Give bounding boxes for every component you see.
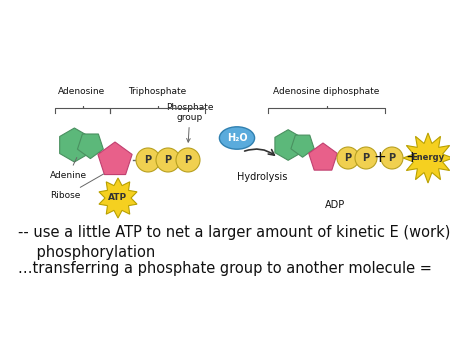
Text: P: P — [344, 153, 351, 163]
Polygon shape — [77, 134, 104, 159]
Text: +: + — [374, 150, 387, 166]
Text: P: P — [184, 155, 192, 165]
Text: P: P — [164, 155, 171, 165]
Text: ATP: ATP — [108, 193, 127, 202]
Text: Energy: Energy — [411, 153, 445, 163]
Polygon shape — [309, 143, 337, 170]
Text: Ribose: Ribose — [50, 174, 104, 200]
Circle shape — [381, 147, 403, 169]
Polygon shape — [99, 178, 137, 218]
Polygon shape — [291, 135, 314, 157]
Text: -- use a little ATP to net a larger amount of kinetic E (work): -- use a little ATP to net a larger amou… — [18, 224, 450, 240]
Text: Triphosphate: Triphosphate — [128, 87, 186, 96]
Text: P: P — [144, 155, 152, 165]
Polygon shape — [98, 142, 132, 174]
Polygon shape — [403, 133, 450, 183]
Text: P: P — [362, 153, 369, 163]
Text: phosphorylation: phosphorylation — [18, 244, 155, 260]
Text: Adenine: Adenine — [50, 158, 87, 179]
Text: …transferring a phosphate group to another molecule =: …transferring a phosphate group to anoth… — [18, 261, 432, 275]
Text: Phosphate
group: Phosphate group — [166, 103, 214, 142]
Text: P: P — [388, 153, 396, 163]
Text: Adenosine diphosphate: Adenosine diphosphate — [273, 87, 379, 96]
Circle shape — [355, 147, 377, 169]
Text: +: + — [405, 150, 418, 166]
Text: ADP: ADP — [325, 200, 345, 210]
Text: Hydrolysis: Hydrolysis — [237, 172, 287, 182]
Circle shape — [156, 148, 180, 172]
Polygon shape — [275, 130, 302, 160]
Circle shape — [136, 148, 160, 172]
Text: Adenosine: Adenosine — [58, 87, 106, 96]
Ellipse shape — [220, 127, 255, 149]
Polygon shape — [60, 128, 89, 162]
Circle shape — [176, 148, 200, 172]
Text: H₂O: H₂O — [227, 133, 248, 143]
Circle shape — [337, 147, 359, 169]
